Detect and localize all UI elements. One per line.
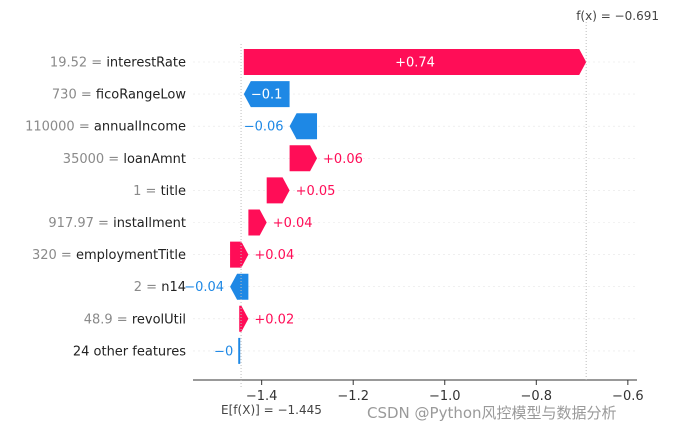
feature-row: 110000 = annualIncome −0.06 [25,113,637,140]
contribution-label: +0.74 [395,56,435,71]
feature-label: 1 = title [133,184,186,199]
x-tick-label: −1.2 [337,389,369,404]
feature-value: 1 [133,184,141,199]
feature-label: 110000 = annualIncome [25,120,186,135]
feature-value: 730 [52,88,77,103]
output-value-label: f(x) = −0.691 [576,9,659,23]
watermark-text: CSDN @Python风控模型与数据分析 [367,404,617,422]
x-tick-label: −1.0 [429,389,461,404]
positive-bar [243,49,587,75]
contribution-label: −0 [214,344,233,359]
feature-label: 35000 = loanAmnt [63,152,186,167]
positive-bar [266,177,290,204]
feature-label: 320 = employmentTitle [32,248,186,263]
feature-row: 48.9 = revolUtil +0.02 [84,305,637,332]
feature-row: 320 = employmentTitle +0.04 [32,241,637,268]
feature-value: 19.52 [50,56,87,71]
feature-name: title [161,184,186,199]
feature-name: interestRate [106,56,186,71]
contribution-label: +0.06 [323,152,363,167]
feature-label: 19.52 = interestRate [50,56,186,71]
feature-label: 48.9 = revolUtil [84,312,186,327]
value-annotations: f(x) = −0.691 E[f(X)] = −1.445 [221,9,659,417]
feature-label: 917.97 = installment [48,216,186,231]
negative-bar [230,273,249,300]
feature-row: 730 = ficoRangeLow −0.1 [52,81,637,108]
positive-bar [230,241,249,268]
feature-name: revolUtil [132,312,186,327]
feature-name: loanAmnt [123,152,186,167]
equals-sign: = [57,248,76,263]
feature-value: 320 [32,248,57,263]
feature-value: 2 [134,280,142,295]
feature-value: 48.9 [84,312,113,327]
feature-rows: 19.52 = interestRate +0.74 730 = ficoRange… [25,49,637,364]
equals-sign: = [104,152,123,167]
equals-sign: = [75,120,94,135]
feature-row: 19.52 = interestRate +0.74 [50,49,637,75]
negative-bar [289,113,318,140]
feature-name: 24 other features [73,344,186,359]
feature-row: 917.97 = installment +0.04 [48,209,637,236]
contribution-label: −0.1 [251,88,283,103]
feature-name: annualIncome [94,120,186,135]
equals-sign: = [87,56,106,71]
feature-label: 24 other features [73,344,186,359]
positive-bar [239,305,249,332]
feature-name: ficoRangeLow [96,88,186,103]
contribution-label: +0.04 [273,216,313,231]
feature-value: 110000 [25,120,75,135]
feature-label: 730 = ficoRangeLow [52,88,186,103]
feature-row: 1 = title +0.05 [133,177,637,204]
feature-name: installment [113,216,186,231]
contribution-label: −0.04 [184,280,224,295]
contribution-label: +0.04 [254,248,294,263]
equals-sign: = [94,216,113,231]
feature-row: 35000 = loanAmnt +0.06 [63,145,637,172]
feature-value: 917.97 [48,216,94,231]
feature-row: 2 = n14−0.04 [134,273,637,300]
negative-bar [238,337,241,364]
equals-sign: = [113,312,132,327]
positive-bar [289,145,318,172]
x-axis: −1.4 −1.2 −1.0 −0.8 −0.6 [193,379,644,404]
contribution-label: +0.05 [296,184,336,199]
feature-name: n14 [161,280,186,295]
feature-label: 2 = n14 [134,280,186,295]
base-value-label: E[f(X)] = −1.445 [221,403,322,417]
x-tick-label: −0.8 [521,389,553,404]
contribution-label: −0.06 [244,120,284,135]
feature-name: employmentTitle [76,248,186,263]
positive-bar [248,209,267,236]
equals-sign: = [141,184,160,199]
equals-sign: = [142,280,161,295]
feature-value: 35000 [63,152,104,167]
x-tick-label: −1.4 [246,389,278,404]
contribution-label: +0.02 [254,312,294,327]
equals-sign: = [77,88,96,103]
x-tick-label: −0.6 [612,389,644,404]
negative-bar [243,81,290,108]
feature-row: 24 other features −0 [73,337,637,364]
